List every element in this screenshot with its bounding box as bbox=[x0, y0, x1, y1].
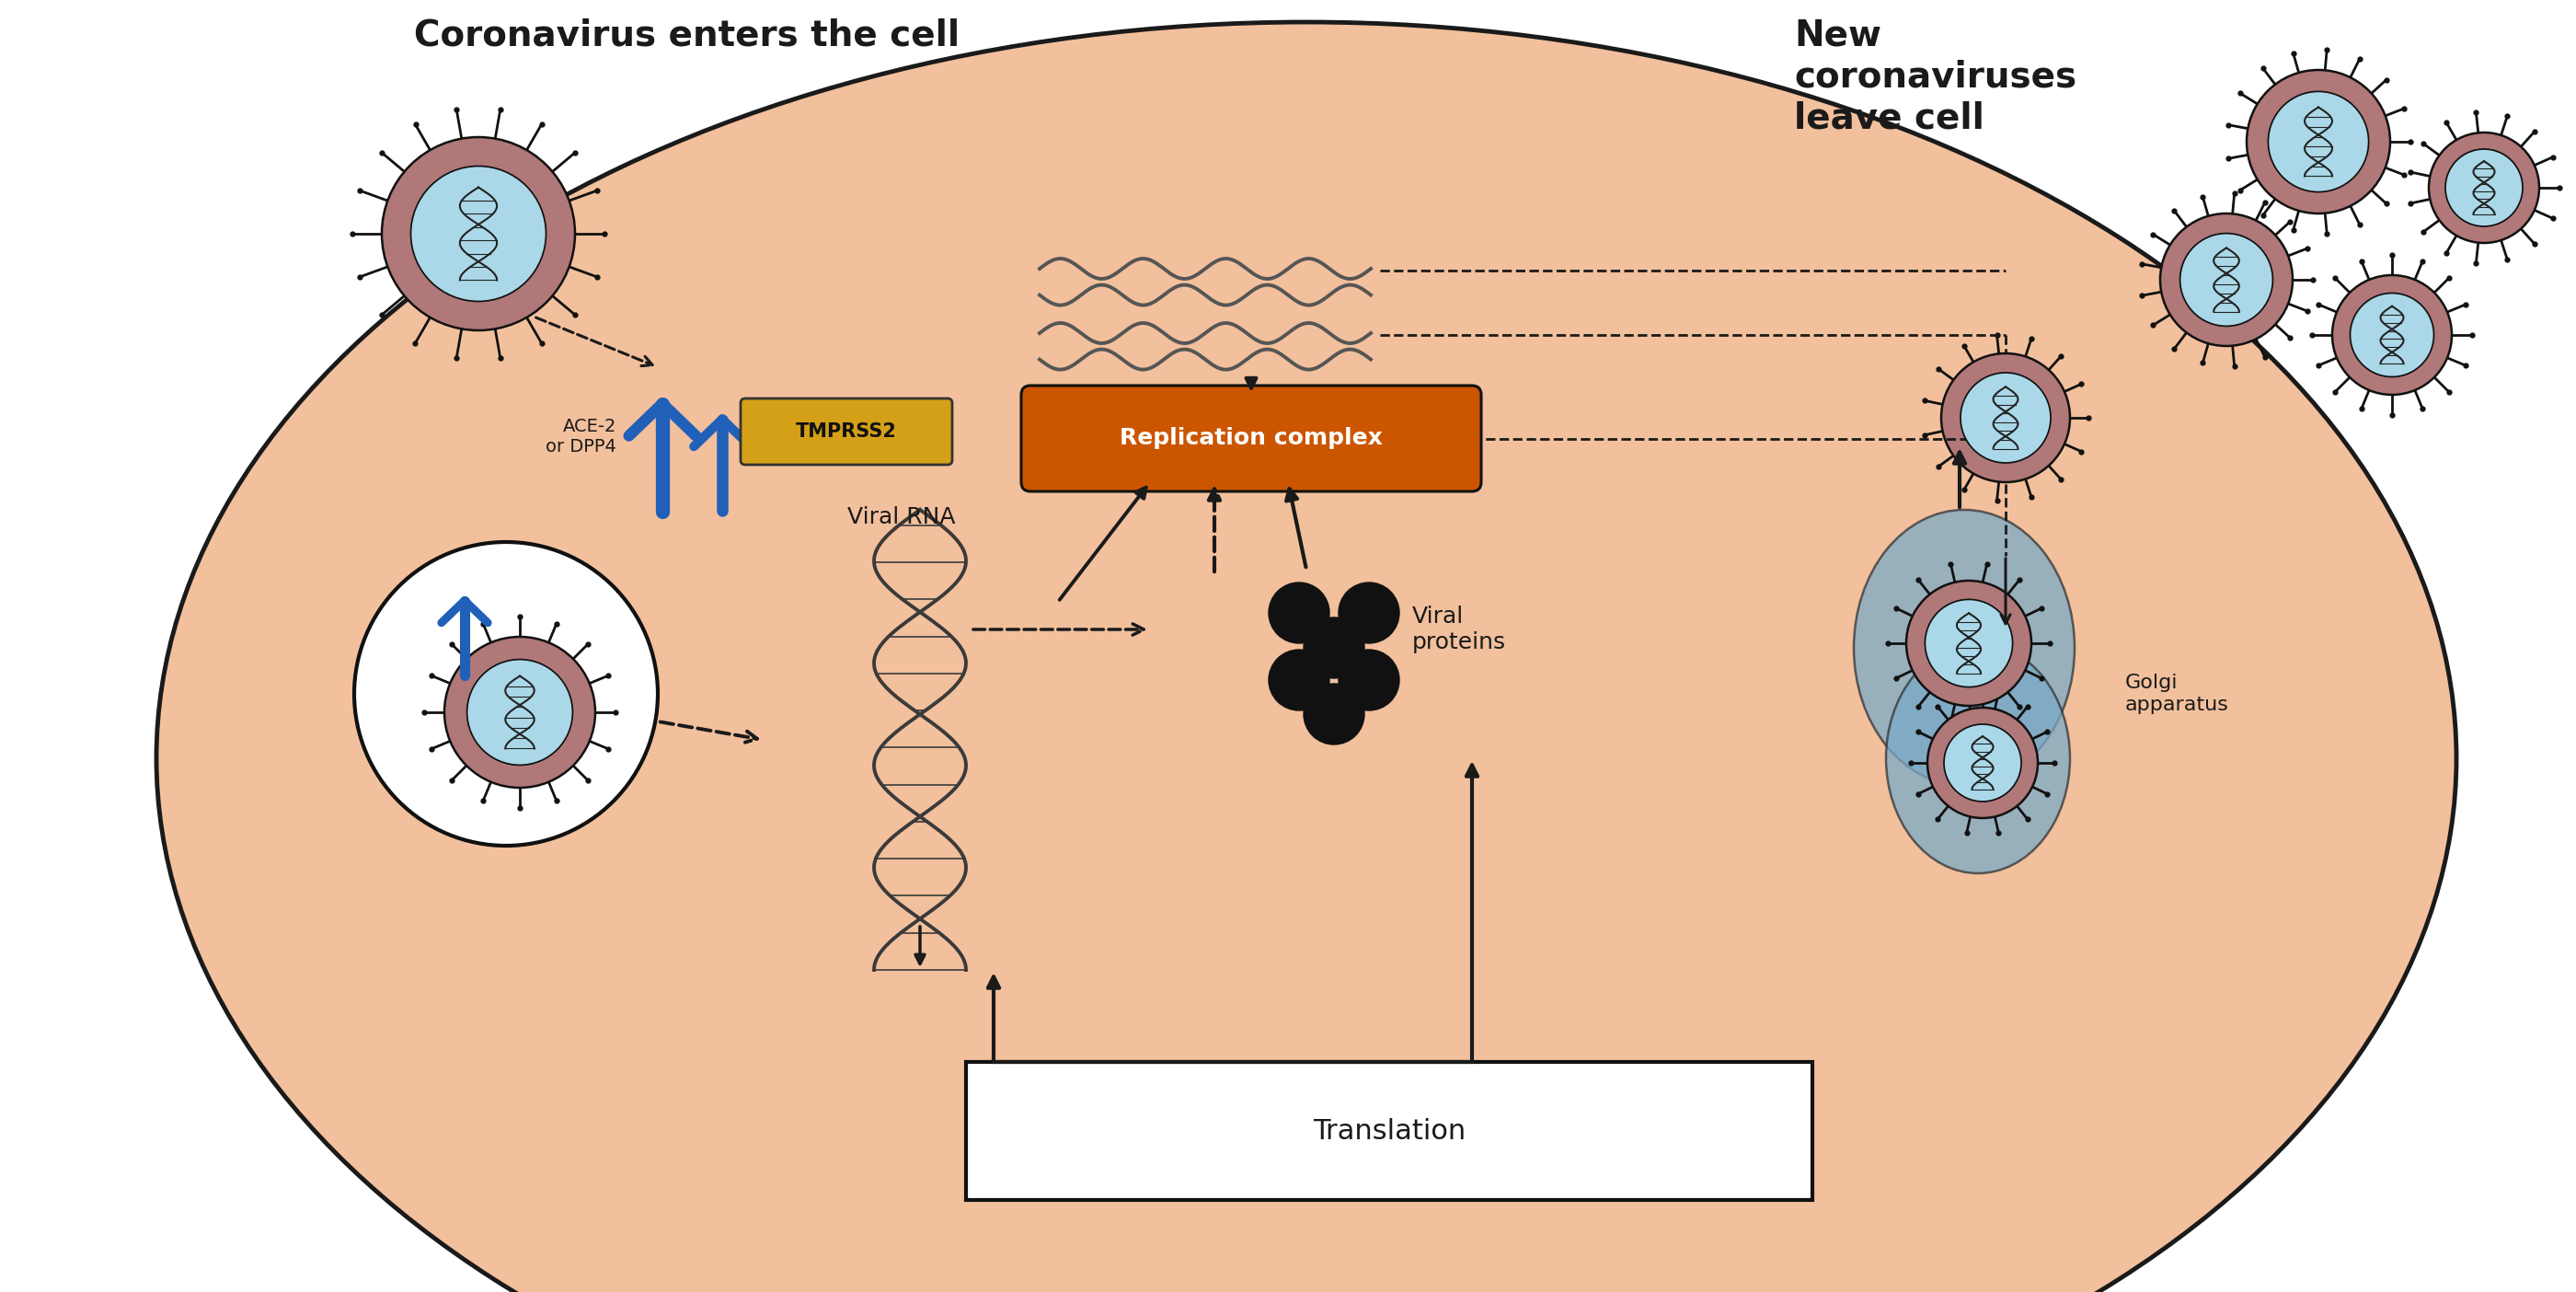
FancyBboxPatch shape bbox=[1020, 385, 1481, 491]
Circle shape bbox=[1960, 372, 2050, 463]
Circle shape bbox=[2179, 234, 2272, 326]
Text: TMPRSS2: TMPRSS2 bbox=[796, 422, 896, 441]
Text: Viral RNA: Viral RNA bbox=[848, 506, 956, 528]
FancyBboxPatch shape bbox=[742, 398, 953, 465]
Text: New
coronaviruses
leave cell: New coronaviruses leave cell bbox=[1793, 18, 2076, 136]
Circle shape bbox=[1942, 354, 2071, 482]
Circle shape bbox=[1267, 583, 1329, 643]
Ellipse shape bbox=[1855, 510, 2074, 786]
Circle shape bbox=[1906, 580, 2032, 705]
Text: Viral
proteins: Viral proteins bbox=[1412, 606, 1507, 654]
Circle shape bbox=[2246, 70, 2391, 213]
Text: Replication complex: Replication complex bbox=[1121, 428, 1383, 450]
Circle shape bbox=[1340, 650, 1399, 711]
Text: Translation: Translation bbox=[1314, 1118, 1466, 1145]
Circle shape bbox=[443, 637, 595, 788]
FancyBboxPatch shape bbox=[966, 1062, 1814, 1200]
Circle shape bbox=[1340, 583, 1399, 643]
Circle shape bbox=[1924, 599, 2012, 687]
Text: Coronavirus enters the cell: Coronavirus enters the cell bbox=[415, 18, 961, 53]
Circle shape bbox=[2331, 275, 2452, 395]
Circle shape bbox=[2429, 133, 2540, 243]
Circle shape bbox=[2445, 149, 2522, 226]
Ellipse shape bbox=[1886, 643, 2071, 873]
Circle shape bbox=[466, 659, 572, 765]
Circle shape bbox=[355, 543, 657, 846]
Circle shape bbox=[1927, 708, 2038, 818]
Text: ACE-2
or DPP4: ACE-2 or DPP4 bbox=[546, 417, 616, 455]
Circle shape bbox=[1945, 725, 2022, 801]
Circle shape bbox=[1303, 618, 1365, 678]
Ellipse shape bbox=[157, 22, 2458, 1292]
Circle shape bbox=[1267, 650, 1329, 711]
Circle shape bbox=[2161, 213, 2293, 346]
Circle shape bbox=[1303, 683, 1365, 744]
Circle shape bbox=[2267, 92, 2370, 193]
Circle shape bbox=[2349, 293, 2434, 377]
Text: Golgi
apparatus: Golgi apparatus bbox=[2125, 674, 2228, 713]
Circle shape bbox=[381, 137, 574, 331]
Circle shape bbox=[410, 167, 546, 301]
